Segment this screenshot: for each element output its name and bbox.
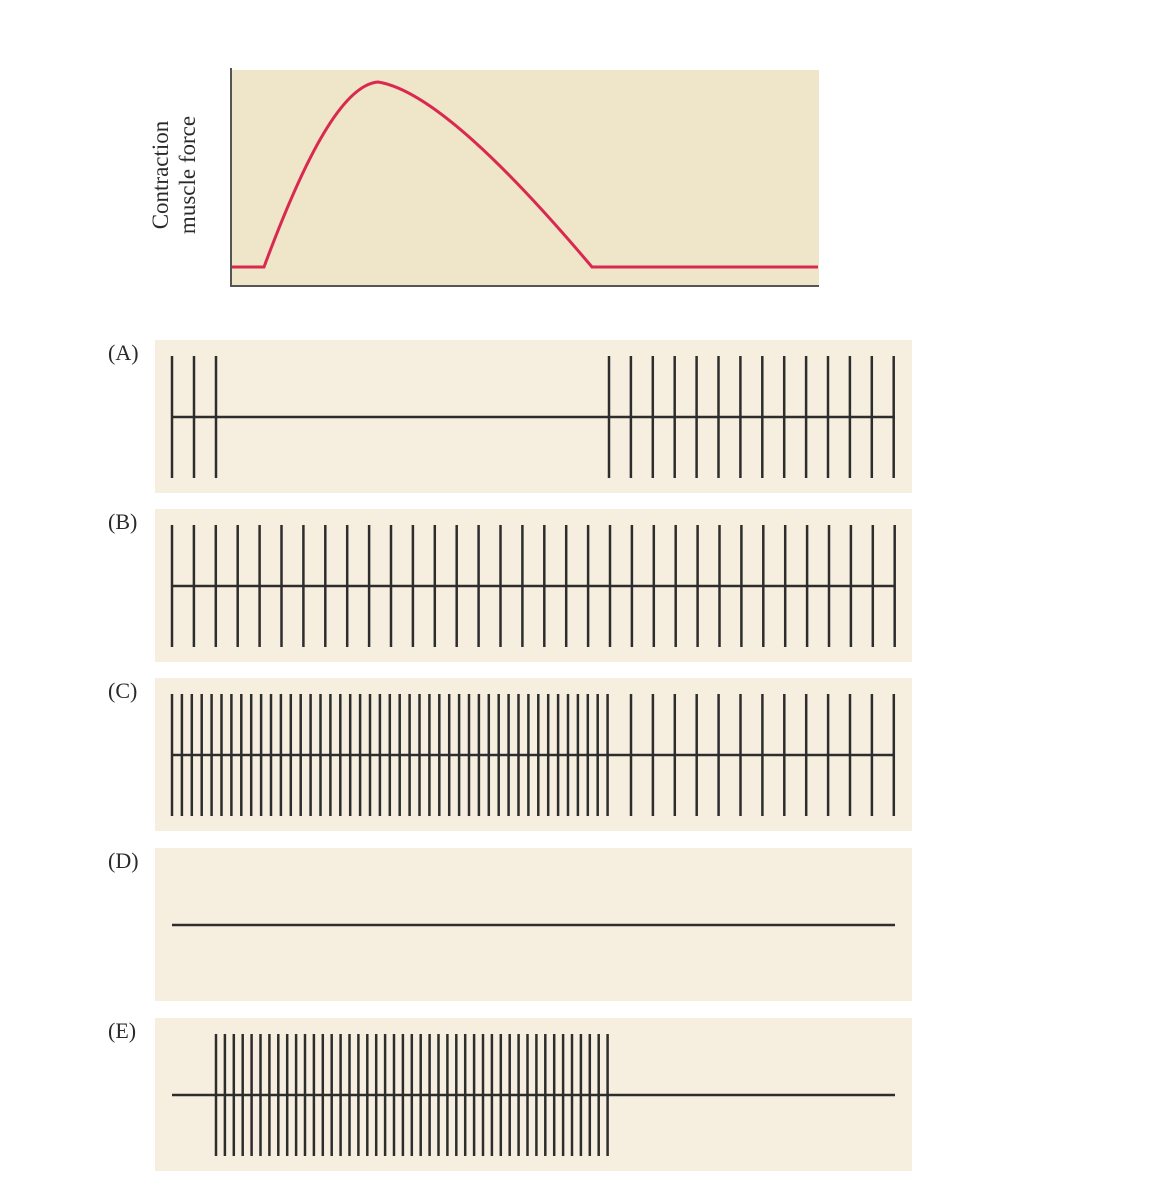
force-plot-area	[232, 70, 819, 286]
force-chart	[230, 68, 819, 287]
spike-train-panel-e	[155, 1018, 912, 1171]
force-curve	[232, 80, 818, 269]
spike-train-a	[170, 356, 895, 478]
panel-label-b: (B)	[108, 509, 138, 534]
spike-train-panel-c	[155, 678, 912, 831]
panel-label-c: (C)	[108, 678, 138, 703]
ylabel-line-2: muscle force	[175, 115, 200, 235]
spike-train-panel-b	[155, 509, 912, 662]
spike-train-c	[170, 694, 896, 816]
panel-label-d: (D)	[108, 848, 139, 873]
panel-label-e: (E)	[108, 1018, 137, 1043]
spike-train-d	[172, 923, 895, 927]
force-y-axis-label: Contraction muscle force	[147, 116, 201, 234]
ylabel-line-1: Contraction	[148, 120, 173, 230]
panel-label-a: (A)	[108, 340, 139, 365]
spike-train-e	[172, 1034, 895, 1156]
spike-train-b	[170, 525, 896, 647]
spike-train-panel-a	[155, 340, 912, 493]
spike-train-panel-d	[155, 848, 912, 1001]
